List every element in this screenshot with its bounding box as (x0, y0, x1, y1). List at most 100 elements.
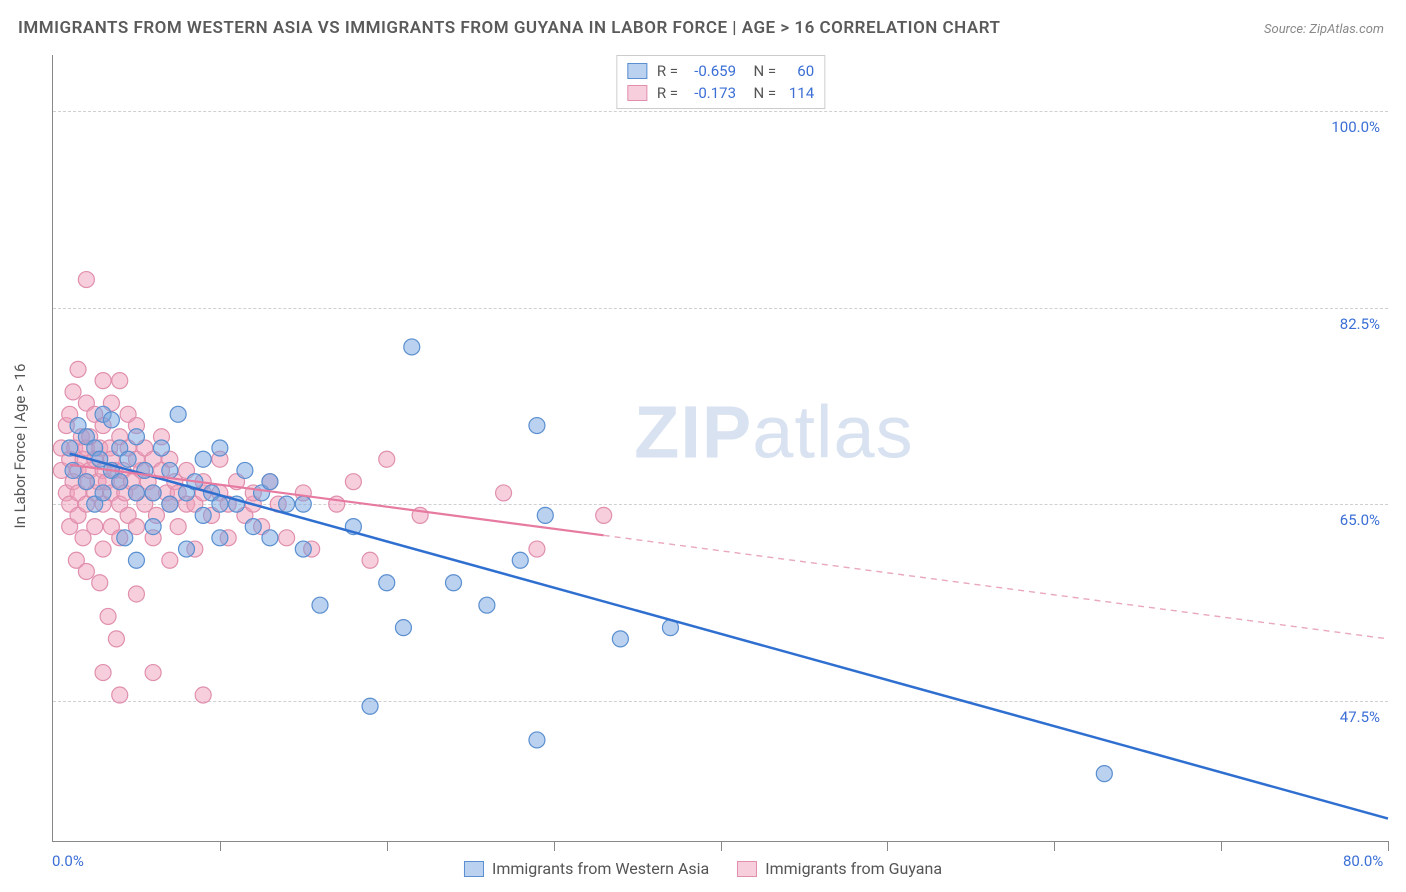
point-guyana (128, 586, 144, 602)
point-guyana (529, 541, 545, 557)
point-western-asia (295, 496, 311, 512)
series-legend: Immigrants from Western Asia Immigrants … (464, 859, 942, 878)
point-western-asia (237, 462, 253, 478)
point-western-asia (170, 406, 186, 422)
r-label: R = (657, 60, 678, 82)
point-western-asia (446, 575, 462, 591)
point-guyana (345, 474, 361, 490)
point-western-asia (78, 474, 94, 490)
point-guyana (95, 373, 111, 389)
x-tick (1388, 841, 1389, 851)
point-guyana (70, 361, 86, 377)
point-guyana (92, 575, 108, 591)
point-guyana (379, 451, 395, 467)
stats-legend: R = -0.659 N = 60 R = -0.173 N = 114 (616, 55, 825, 109)
x-tick (554, 841, 555, 851)
point-guyana (596, 507, 612, 523)
point-guyana (65, 384, 81, 400)
point-guyana (496, 485, 512, 501)
point-western-asia (128, 485, 144, 501)
point-guyana (95, 541, 111, 557)
n-value-pink: 114 (782, 82, 814, 104)
point-western-asia (117, 530, 133, 546)
point-western-asia (153, 440, 169, 456)
x-tick (387, 841, 388, 851)
point-western-asia (112, 474, 128, 490)
point-western-asia (529, 732, 545, 748)
point-western-asia (128, 552, 144, 568)
source-attribution: Source: ZipAtlas.com (1264, 22, 1384, 37)
point-western-asia (162, 496, 178, 512)
point-western-asia (395, 620, 411, 636)
swatch-blue (464, 861, 484, 877)
point-guyana (95, 665, 111, 681)
chart-title: IMMIGRANTS FROM WESTERN ASIA VS IMMIGRAN… (18, 18, 1000, 38)
point-western-asia (195, 451, 211, 467)
x-tick-label: 0.0% (52, 852, 84, 870)
point-western-asia (262, 530, 278, 546)
n-label: N = (746, 82, 776, 104)
point-guyana (195, 687, 211, 703)
point-western-asia (404, 339, 420, 355)
point-western-asia (195, 507, 211, 523)
point-guyana (145, 665, 161, 681)
point-western-asia (295, 541, 311, 557)
swatch-pink (627, 85, 647, 101)
point-western-asia (612, 631, 628, 647)
plot-svg (53, 55, 1388, 841)
x-tick-label: 80.0% (1343, 852, 1383, 870)
point-guyana (87, 519, 103, 535)
y-axis-title: In Labor Force | Age > 16 (11, 364, 29, 529)
point-western-asia (529, 418, 545, 434)
point-western-asia (212, 530, 228, 546)
swatch-blue (627, 63, 647, 79)
point-western-asia (362, 698, 378, 714)
stats-row-pink: R = -0.173 N = 114 (627, 82, 814, 104)
point-guyana (78, 564, 94, 580)
n-label: N = (746, 60, 776, 82)
point-guyana (279, 530, 295, 546)
point-western-asia (512, 552, 528, 568)
point-western-asia (537, 507, 553, 523)
legend-label-blue: Immigrants from Western Asia (492, 859, 709, 878)
point-western-asia (1096, 766, 1112, 782)
x-tick (1221, 841, 1222, 851)
point-western-asia (379, 575, 395, 591)
point-western-asia (103, 412, 119, 428)
r-value-pink: -0.173 (684, 82, 736, 104)
legend-item-blue: Immigrants from Western Asia (464, 859, 709, 878)
point-western-asia (262, 474, 278, 490)
point-guyana (112, 373, 128, 389)
point-guyana (162, 552, 178, 568)
stats-row-blue: R = -0.659 N = 60 (627, 60, 814, 82)
x-tick (887, 841, 888, 851)
point-guyana (78, 272, 94, 288)
point-western-asia (312, 597, 328, 613)
point-guyana (112, 687, 128, 703)
legend-label-pink: Immigrants from Guyana (765, 859, 942, 878)
correlation-chart: IMMIGRANTS FROM WESTERN ASIA VS IMMIGRAN… (0, 0, 1406, 892)
x-tick (721, 841, 722, 851)
trendline-western-asia (70, 454, 1388, 819)
x-tick (1054, 841, 1055, 851)
x-tick (220, 841, 221, 851)
point-western-asia (245, 519, 261, 535)
trendline-guyana-extrapolated (604, 535, 1388, 639)
point-guyana (362, 552, 378, 568)
point-western-asia (120, 451, 136, 467)
point-western-asia (95, 485, 111, 501)
point-western-asia (145, 485, 161, 501)
point-western-asia (179, 541, 195, 557)
point-guyana (100, 608, 116, 624)
r-label: R = (657, 82, 678, 104)
n-value-blue: 60 (782, 60, 814, 82)
point-western-asia (479, 597, 495, 613)
swatch-pink (737, 861, 757, 877)
plot-area: ZIPatlas R = -0.659 N = 60 R = -0.173 N … (52, 55, 1388, 842)
point-guyana (170, 519, 186, 535)
point-western-asia (128, 429, 144, 445)
point-western-asia (212, 496, 228, 512)
point-western-asia (279, 496, 295, 512)
point-western-asia (162, 462, 178, 478)
point-western-asia (145, 519, 161, 535)
